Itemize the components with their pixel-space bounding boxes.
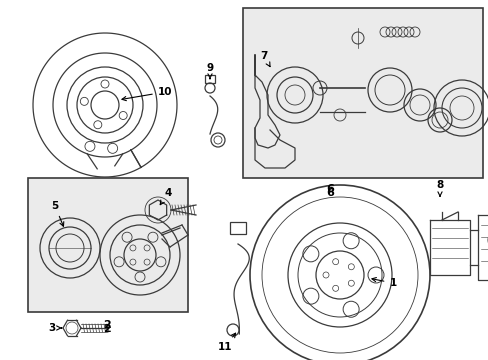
Bar (243, 8, 482, 178)
Text: 6: 6 (325, 184, 333, 194)
Text: 2: 2 (103, 324, 111, 334)
Text: 1: 1 (371, 278, 396, 288)
Text: 9: 9 (206, 63, 213, 78)
Text: 8: 8 (435, 180, 443, 196)
Text: 10: 10 (122, 87, 172, 101)
Text: 11: 11 (217, 333, 235, 352)
Text: 3: 3 (48, 323, 61, 333)
Text: 7: 7 (260, 51, 269, 67)
Text: 4: 4 (160, 188, 171, 204)
Text: 2: 2 (103, 320, 111, 330)
Bar (28, 178, 187, 312)
Bar (204, 75, 215, 83)
Text: 5: 5 (51, 201, 63, 226)
Bar (229, 222, 245, 234)
Text: 6: 6 (325, 188, 333, 198)
